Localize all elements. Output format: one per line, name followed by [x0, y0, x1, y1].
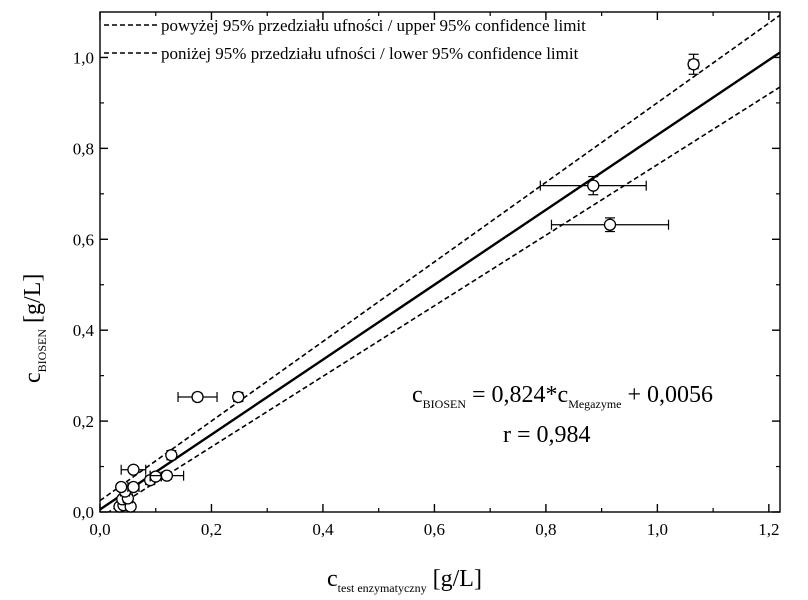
x-tick-label: 0,0 — [89, 520, 110, 539]
data-marker — [232, 390, 245, 404]
regression-fit — [100, 51, 780, 511]
data-points — [113, 53, 700, 513]
data-point — [550, 217, 670, 233]
data-point — [115, 480, 128, 494]
data-marker — [191, 390, 204, 404]
regression-line — [100, 51, 780, 511]
eq-lhs-sub: BIOSEN — [423, 397, 467, 411]
x-tick-label: 0,8 — [535, 520, 556, 539]
data-point — [127, 480, 140, 494]
x-tick-label: 1,0 — [647, 520, 668, 539]
x-axis-title: ctest enzymatyczny [g/L] — [327, 566, 482, 595]
equation-line: cBIOSEN = 0,824*cMegazyme + 0,0056 — [412, 382, 713, 411]
data-point — [120, 463, 147, 476]
legend: powyżej 95% przedziału ufności / upper 9… — [104, 16, 586, 63]
eq-rhs-sub: Megazyme — [568, 397, 621, 411]
y-axis-label-unit: [g/L] — [20, 274, 46, 329]
confidence-band-lower — [107, 86, 780, 512]
x-tick-label: 1,2 — [758, 520, 779, 539]
eq-mid: = 0,824*c — [466, 382, 568, 408]
x-tick-label: 0,2 — [201, 520, 222, 539]
eq-lhs-main: c — [412, 382, 423, 408]
eq-tail: + 0,0056 — [622, 382, 714, 408]
y-tick-label: 0,0 — [73, 503, 94, 522]
y-tick-label: 1,0 — [73, 48, 94, 67]
data-marker — [165, 449, 178, 462]
legend-upper-label: powyżej 95% przedziału ufności / upper 9… — [161, 16, 586, 35]
data-marker — [587, 179, 600, 192]
plot-frame — [99, 11, 781, 513]
x-axis-label-unit: [g/L] — [427, 566, 482, 592]
data-marker — [603, 218, 617, 231]
data-point — [165, 449, 178, 462]
data-marker — [160, 469, 174, 482]
data-point — [687, 53, 700, 75]
confidence-bands — [100, 14, 780, 512]
y-axis-title: cBIOSEN [g/L] — [20, 274, 49, 383]
data-point — [177, 390, 218, 404]
y-tick-label: 0,2 — [73, 412, 94, 431]
correlation-text: r = 0,984 — [503, 422, 591, 448]
x-tick-label: 0,4 — [312, 520, 334, 539]
data-point — [149, 469, 185, 482]
data-marker — [127, 463, 140, 476]
data-point — [539, 175, 647, 196]
data-point — [232, 390, 245, 404]
y-tick-label: 0,4 — [73, 321, 95, 340]
confidence-band-upper — [100, 14, 780, 502]
data-marker — [149, 470, 162, 483]
data-marker — [115, 480, 128, 494]
regression-equation: cBIOSEN = 0,824*cMegazyme + 0,0056 r = 0… — [412, 382, 713, 448]
data-point — [149, 470, 162, 483]
legend-lower-label: poniżej 95% przedziału ufności / lower 9… — [161, 44, 579, 63]
y-tick-label: 0,8 — [73, 139, 94, 158]
data-marker — [127, 480, 140, 494]
ticks-layer: 0,0 0,2 0,4 0,6 0,8 1,0 1,2 0,0 0,2 0,4 0,6 0,8 1,0 — [73, 12, 780, 539]
data-marker — [687, 58, 700, 71]
y-tick-label: 0,6 — [73, 230, 94, 249]
x-axis-label-main: c — [327, 566, 338, 592]
y-axis-label-sub: BIOSEN — [35, 329, 49, 373]
x-tick-label: 0,6 — [424, 520, 445, 539]
x-axis-label-sub: test enzymatyczny — [338, 581, 427, 595]
y-axis-label-main: c — [20, 372, 46, 383]
